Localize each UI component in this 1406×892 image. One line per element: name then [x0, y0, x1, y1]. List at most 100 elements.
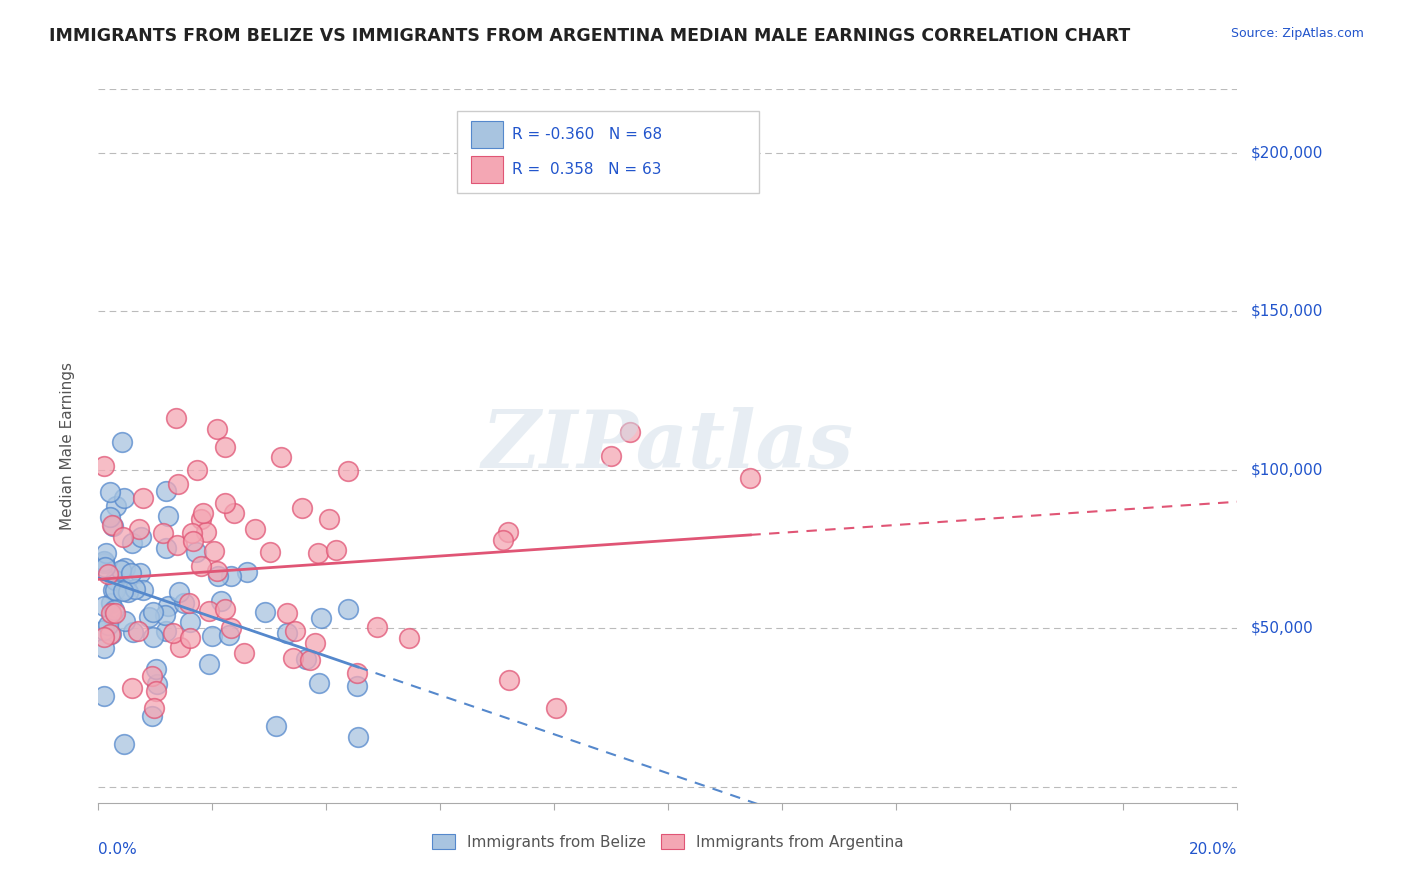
Point [318, 512, 340, 526]
Point [100, 627, 122, 641]
Point [346, 730, 368, 744]
Point [366, 620, 388, 634]
Point [114, 614, 136, 628]
Point [259, 545, 281, 559]
Point [276, 625, 298, 640]
Point [94, 560, 117, 574]
Point [131, 530, 153, 544]
Text: 0.0%: 0.0% [98, 842, 138, 857]
Point [198, 657, 221, 672]
Point [304, 635, 326, 649]
Point [202, 544, 225, 558]
Point [121, 681, 143, 695]
Text: R = -0.360   N = 68: R = -0.360 N = 68 [512, 127, 662, 142]
Text: 20.0%: 20.0% [1189, 842, 1237, 857]
Point [104, 606, 127, 620]
Point [105, 499, 128, 513]
Point [111, 583, 134, 598]
Point [186, 463, 208, 477]
Point [165, 410, 187, 425]
Point [214, 601, 236, 615]
Point [398, 632, 420, 646]
Point [307, 545, 329, 559]
Point [155, 484, 177, 499]
Point [155, 541, 177, 555]
FancyBboxPatch shape [457, 111, 759, 193]
Point [128, 522, 150, 536]
Point [97, 618, 120, 632]
Point [183, 534, 205, 549]
Point [243, 523, 266, 537]
Point [284, 624, 307, 638]
Point [236, 565, 259, 579]
Point [184, 544, 207, 558]
Point [498, 673, 520, 688]
Point [112, 491, 135, 505]
Point [179, 596, 201, 610]
Point [152, 526, 174, 541]
Text: $50,000: $50,000 [1251, 621, 1315, 636]
Point [146, 676, 169, 690]
Point [132, 491, 155, 505]
Point [145, 662, 167, 676]
Point [124, 582, 146, 596]
FancyBboxPatch shape [471, 155, 503, 183]
Point [295, 651, 318, 665]
Point [264, 719, 287, 733]
Point [94, 545, 117, 559]
Point [100, 606, 122, 620]
Point [232, 646, 254, 660]
Point [298, 652, 321, 666]
Point [156, 508, 179, 523]
Point [142, 605, 165, 619]
Legend: Immigrants from Belize, Immigrants from Argentina: Immigrants from Belize, Immigrants from … [426, 828, 910, 855]
Point [190, 558, 212, 573]
Text: $150,000: $150,000 [1251, 303, 1323, 318]
Point [205, 564, 228, 578]
Point [198, 604, 221, 618]
Point [157, 599, 180, 613]
Point [281, 650, 304, 665]
Point [117, 584, 139, 599]
Point [103, 583, 125, 598]
Text: R =  0.358   N = 63: R = 0.358 N = 63 [512, 161, 661, 177]
Point [190, 512, 212, 526]
Point [205, 422, 228, 436]
Point [179, 631, 201, 645]
Point [270, 450, 292, 464]
Point [122, 625, 145, 640]
Point [104, 574, 127, 588]
Text: $100,000: $100,000 [1251, 462, 1323, 477]
Point [309, 611, 332, 625]
Point [308, 676, 330, 690]
Point [93, 623, 115, 637]
Point [145, 684, 167, 698]
Point [209, 594, 232, 608]
Point [214, 440, 236, 454]
Point [132, 583, 155, 598]
Point [141, 708, 163, 723]
Point [173, 596, 195, 610]
Point [93, 554, 115, 568]
Point [98, 509, 121, 524]
Point [110, 563, 132, 577]
Point [219, 569, 242, 583]
Point [181, 526, 204, 541]
Point [93, 459, 115, 474]
Point [93, 689, 115, 703]
Point [101, 608, 124, 623]
Point [166, 538, 188, 552]
Text: Source: ZipAtlas.com: Source: ZipAtlas.com [1230, 27, 1364, 40]
Point [138, 609, 160, 624]
Point [93, 599, 115, 613]
Point [740, 471, 762, 485]
Y-axis label: Median Male Earnings: Median Male Earnings [60, 362, 75, 530]
Text: ZIPatlas: ZIPatlas [482, 408, 853, 484]
Point [193, 506, 215, 520]
Point [103, 519, 125, 533]
Point [336, 601, 359, 615]
Point [162, 626, 184, 640]
Point [97, 567, 120, 582]
Point [98, 627, 121, 641]
Point [115, 582, 138, 597]
